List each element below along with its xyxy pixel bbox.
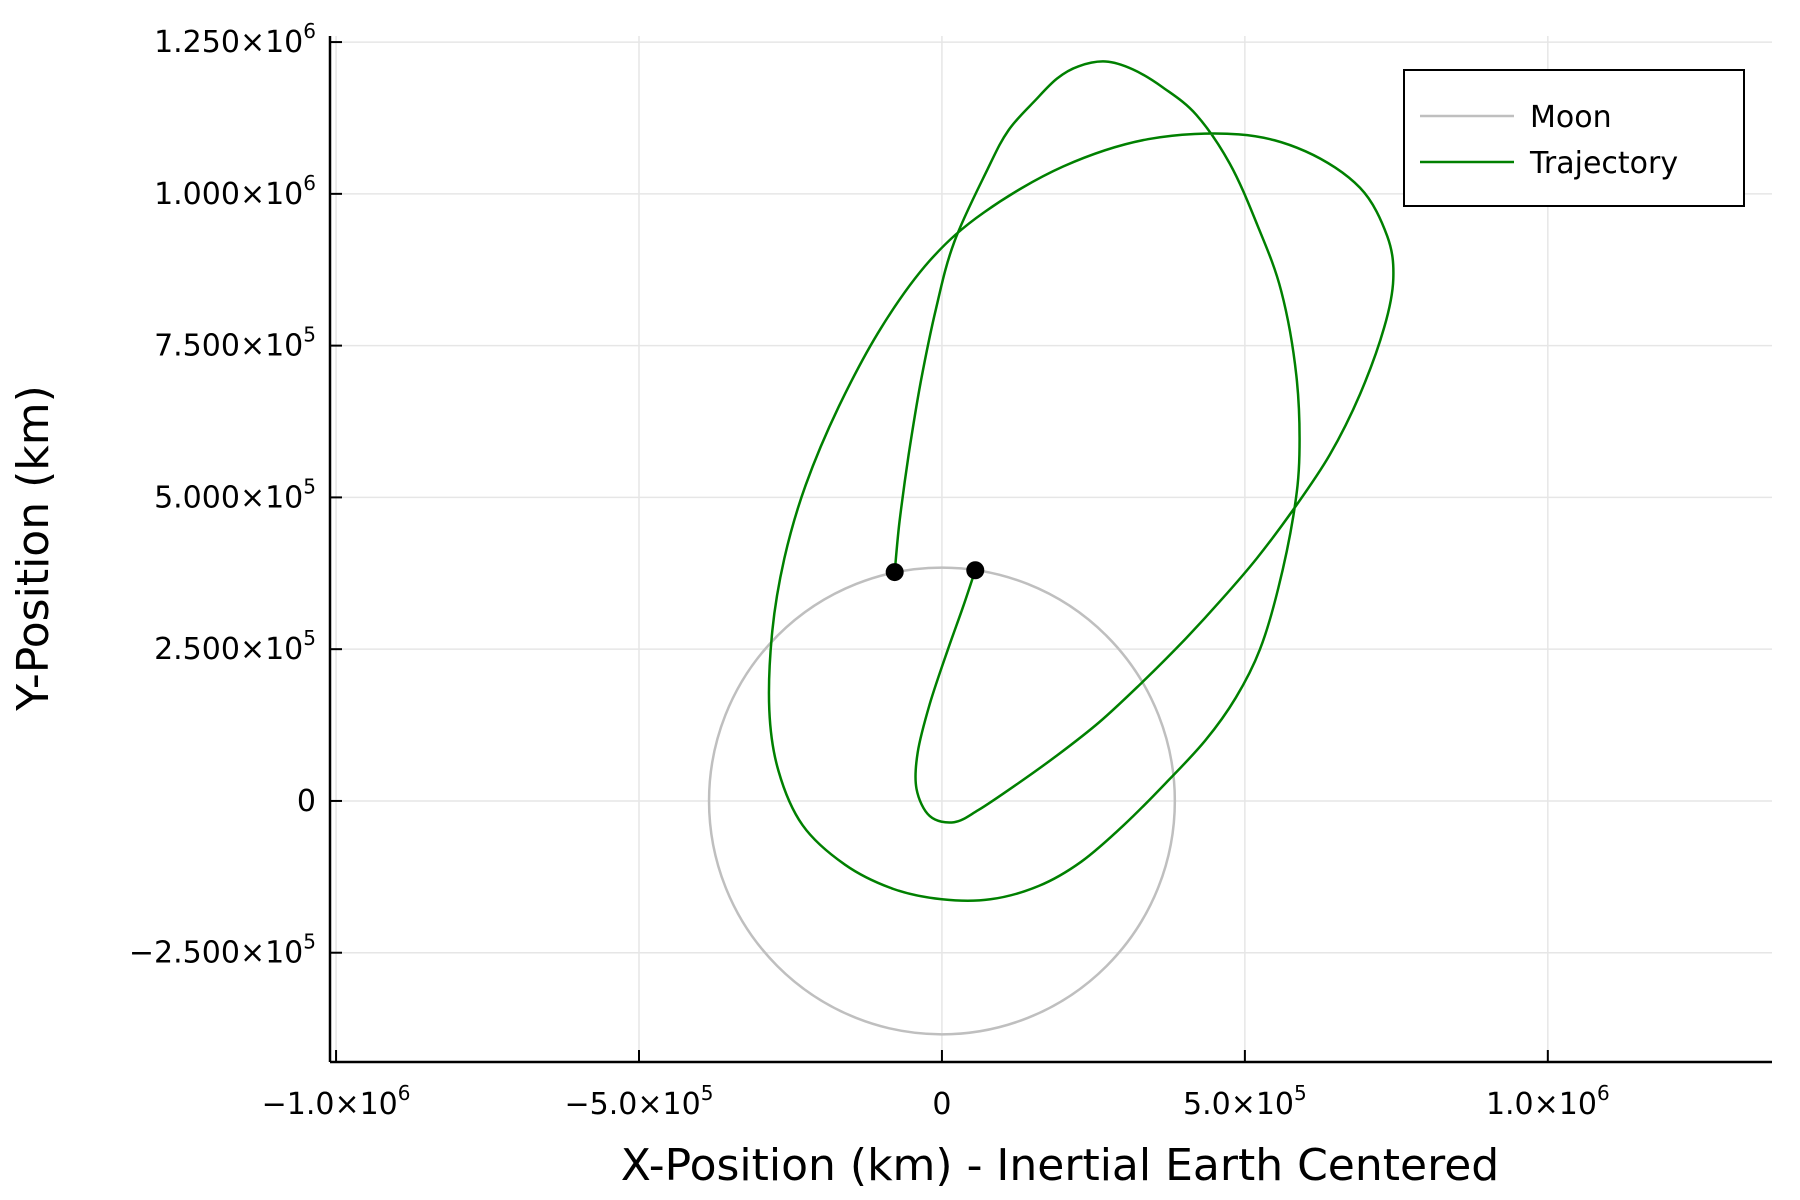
x-tick-label: 1.0×106 bbox=[1486, 1081, 1610, 1122]
series-layer bbox=[707, 60, 1395, 1036]
y-axis-title: Y-Position (km) bbox=[8, 385, 59, 712]
trajectory-line bbox=[767, 60, 1395, 903]
y-tick-label: 7.500×105 bbox=[154, 323, 316, 364]
legend-label-moon: Moon bbox=[1530, 100, 1612, 135]
marker-layer bbox=[885, 561, 985, 582]
tick-label-layer: −1.0×106 −5.0×105 0 5.0×105 1.0×106 −2.500×10… bbox=[129, 19, 1610, 1122]
y-tick-label: 1.000×106 bbox=[154, 171, 316, 212]
x-axis-title: X-Position (km) - Inertial Earth Centere… bbox=[621, 1140, 1499, 1191]
moon-orbit-line bbox=[707, 566, 1177, 1036]
x-tick-label: 5.0×105 bbox=[1183, 1081, 1307, 1122]
y-tick-label: 2.500×105 bbox=[154, 626, 316, 667]
y-tick-label: 0 bbox=[297, 784, 316, 819]
x-tick-label: 0 bbox=[932, 1087, 951, 1122]
y-tick-label: −2.500×105 bbox=[129, 930, 316, 971]
trajectory-endpoint-marker bbox=[966, 561, 985, 580]
y-tick-label: 5.000×105 bbox=[154, 474, 316, 515]
y-tick-label: 1.250×106 bbox=[154, 19, 316, 60]
x-tick-label: −1.0×106 bbox=[262, 1081, 411, 1122]
trajectory-endpoint-marker bbox=[885, 563, 904, 582]
legend-box bbox=[1403, 69, 1745, 207]
legend: Moon Trajectory bbox=[1403, 69, 1745, 207]
axis-layer bbox=[328, 36, 1772, 1064]
x-tick-label: −5.0×105 bbox=[565, 1081, 714, 1122]
legend-label-trajectory: Trajectory bbox=[1529, 146, 1678, 181]
